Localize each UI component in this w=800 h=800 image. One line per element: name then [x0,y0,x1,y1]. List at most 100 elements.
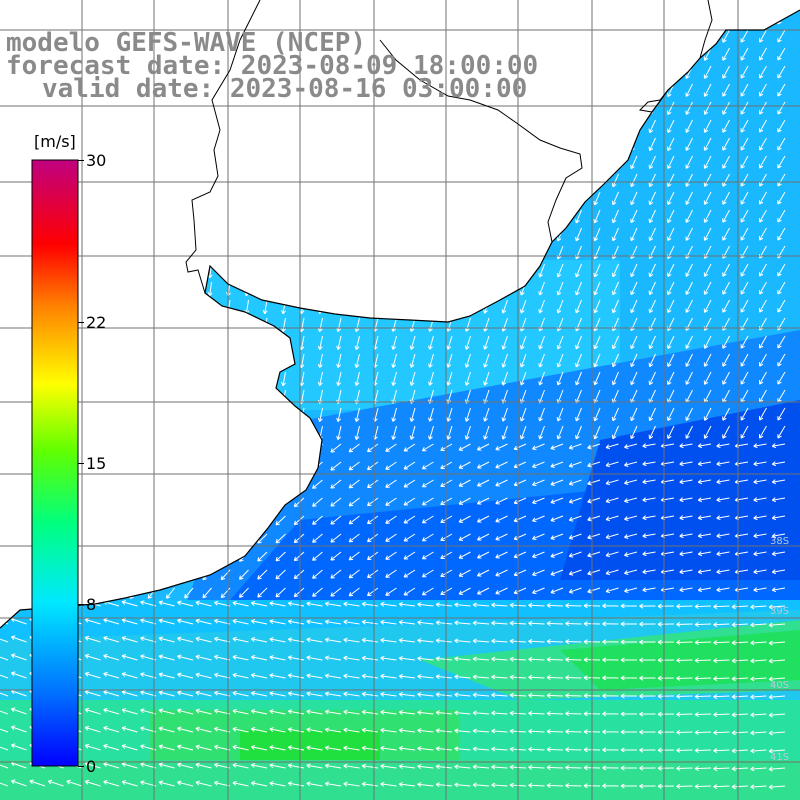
wind-arrow [620,639,638,645]
wind-arrow [244,209,250,225]
wind-arrow [771,497,786,503]
wind-arrow [111,443,120,456]
wind-arrow [716,533,730,539]
wind-arrow [753,569,767,575]
wind-arrow [740,353,749,367]
wind-arrow [409,353,416,368]
wind-arrow [611,299,619,314]
wind-arrow [713,640,730,646]
wind-arrow [740,173,749,187]
wind-arrow [667,407,675,422]
wind-arrow [568,497,582,504]
wind-arrow [269,763,286,769]
wind-arrow [111,479,120,492]
wind-arrow [207,425,213,441]
wind-arrow [417,656,434,662]
wind-arrow [519,155,527,170]
wind-arrow [697,497,712,503]
wind-arrow [587,479,601,486]
wind-arrow [556,353,564,368]
wind-arrow [740,209,749,223]
wind-arrow [758,335,767,349]
wind-arrow [189,227,195,243]
wind-arrow [538,263,545,278]
wind-arrow [84,725,101,733]
wind-arrow [483,173,490,188]
wind-arrow [293,443,305,454]
wind-arrow [538,65,545,80]
wind-arrow [257,461,268,472]
wind-arrow [630,335,638,350]
wind-arrow [639,765,656,771]
wind-arrow [287,655,305,661]
wind-arrow [166,587,175,599]
wind-arrow [312,587,323,597]
wind-arrow [361,745,379,751]
wind-arrow [483,119,490,134]
wind-arrow [519,137,527,152]
wind-arrow [602,711,619,717]
wind-arrow [244,335,250,351]
wind-arrow [575,281,582,296]
wind-arrow [244,407,250,423]
wind-arrow [538,101,545,116]
wind-arrow [250,780,268,787]
wind-arrow [685,227,693,241]
wind-arrow [593,119,601,134]
wind-arrow [771,569,786,575]
wind-arrow [281,191,286,207]
wind-arrow [330,461,342,471]
wind-arrow [483,353,490,368]
wind-arrow [348,497,360,507]
wind-arrow [532,443,545,451]
wind-arrow [60,101,66,117]
wind-arrow [575,209,582,224]
wind-arrow [602,747,619,753]
wind-arrow [134,245,140,261]
wind-arrow [722,47,730,61]
wind-arrow [483,407,490,422]
wind-arrow [703,299,712,313]
wind-arrow [630,191,638,206]
wind-arrow [317,191,323,207]
wind-arrow [115,317,121,333]
wind-arrow [740,29,749,43]
wind-arrow [630,155,638,170]
wind-arrow [642,569,656,575]
wind-arrow [491,602,508,608]
wind-arrow [250,600,268,607]
wind-arrow [546,620,564,626]
wind-arrow [528,602,545,608]
wind-arrow [713,676,730,682]
wind-arrow [605,569,619,576]
wind-arrow [361,655,379,661]
wind-arrow [685,209,693,223]
wind-arrow [239,497,249,508]
wind-arrow [697,479,712,485]
wind-arrow [140,762,157,769]
wind-arrow [403,443,416,452]
wind-arrow [97,191,103,207]
wind-arrow [575,407,582,422]
wind-arrow [464,425,471,440]
wind-arrow [189,425,195,441]
wind-arrow [657,729,675,735]
wind-arrow [491,710,508,716]
wind-arrow [550,461,564,468]
wind-arrow [758,227,767,241]
latitude-label: 41S [770,752,790,763]
wind-arrow [121,618,138,625]
wind-arrow [103,654,120,661]
wind-arrow [324,727,342,733]
wind-arrow [716,497,730,503]
wind-arrow [5,299,11,315]
wind-arrow [593,29,601,44]
wind-arrow [472,620,490,626]
wind-arrow [546,602,564,608]
wind-arrow [483,227,490,242]
wind-arrow [293,569,305,580]
wind-arrow [170,245,176,261]
inland-border [379,39,583,243]
wind-arrow [281,101,286,117]
wind-arrow [777,299,786,313]
